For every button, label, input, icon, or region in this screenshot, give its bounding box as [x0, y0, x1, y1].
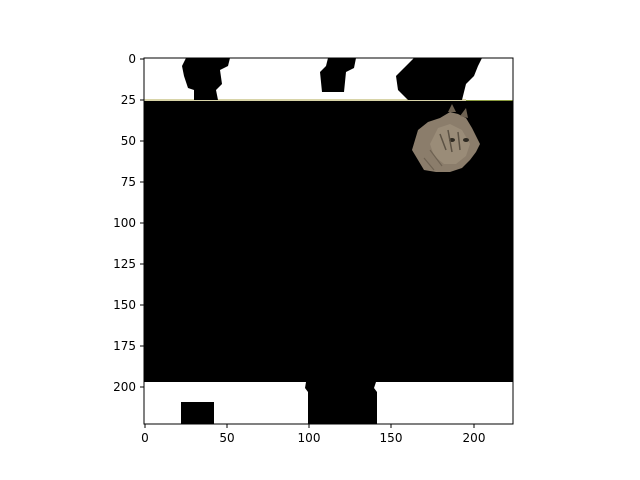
y-tick-label: 200 [113, 380, 136, 394]
y-tick-label: 150 [113, 298, 136, 312]
bottom-block-left [181, 402, 214, 424]
x-tick-label: 100 [298, 431, 321, 445]
bottom-block-middle [305, 382, 377, 424]
top-blob-middle [320, 58, 356, 92]
x-axis: 0 50 100 150 200 [141, 424, 485, 445]
y-tick-label: 25 [121, 93, 136, 107]
top-blob-right [396, 58, 482, 100]
y-tick-label: 75 [121, 175, 136, 189]
y-tick-label: 0 [128, 52, 136, 66]
axes-frame [143, 57, 514, 425]
y-tick-label: 125 [113, 257, 136, 271]
top-blob-left [182, 58, 230, 100]
y-tick-label: 175 [113, 339, 136, 353]
masked-image [144, 58, 513, 424]
x-tick-label: 150 [380, 431, 403, 445]
y-tick-label: 100 [113, 216, 136, 230]
y-tick-label: 50 [121, 134, 136, 148]
y-axis: 0 25 50 75 100 125 150 175 200 [113, 52, 144, 394]
cat-icon [412, 104, 480, 172]
x-tick-label: 50 [219, 431, 234, 445]
x-tick-label: 0 [141, 431, 149, 445]
x-tick-label: 200 [463, 431, 486, 445]
